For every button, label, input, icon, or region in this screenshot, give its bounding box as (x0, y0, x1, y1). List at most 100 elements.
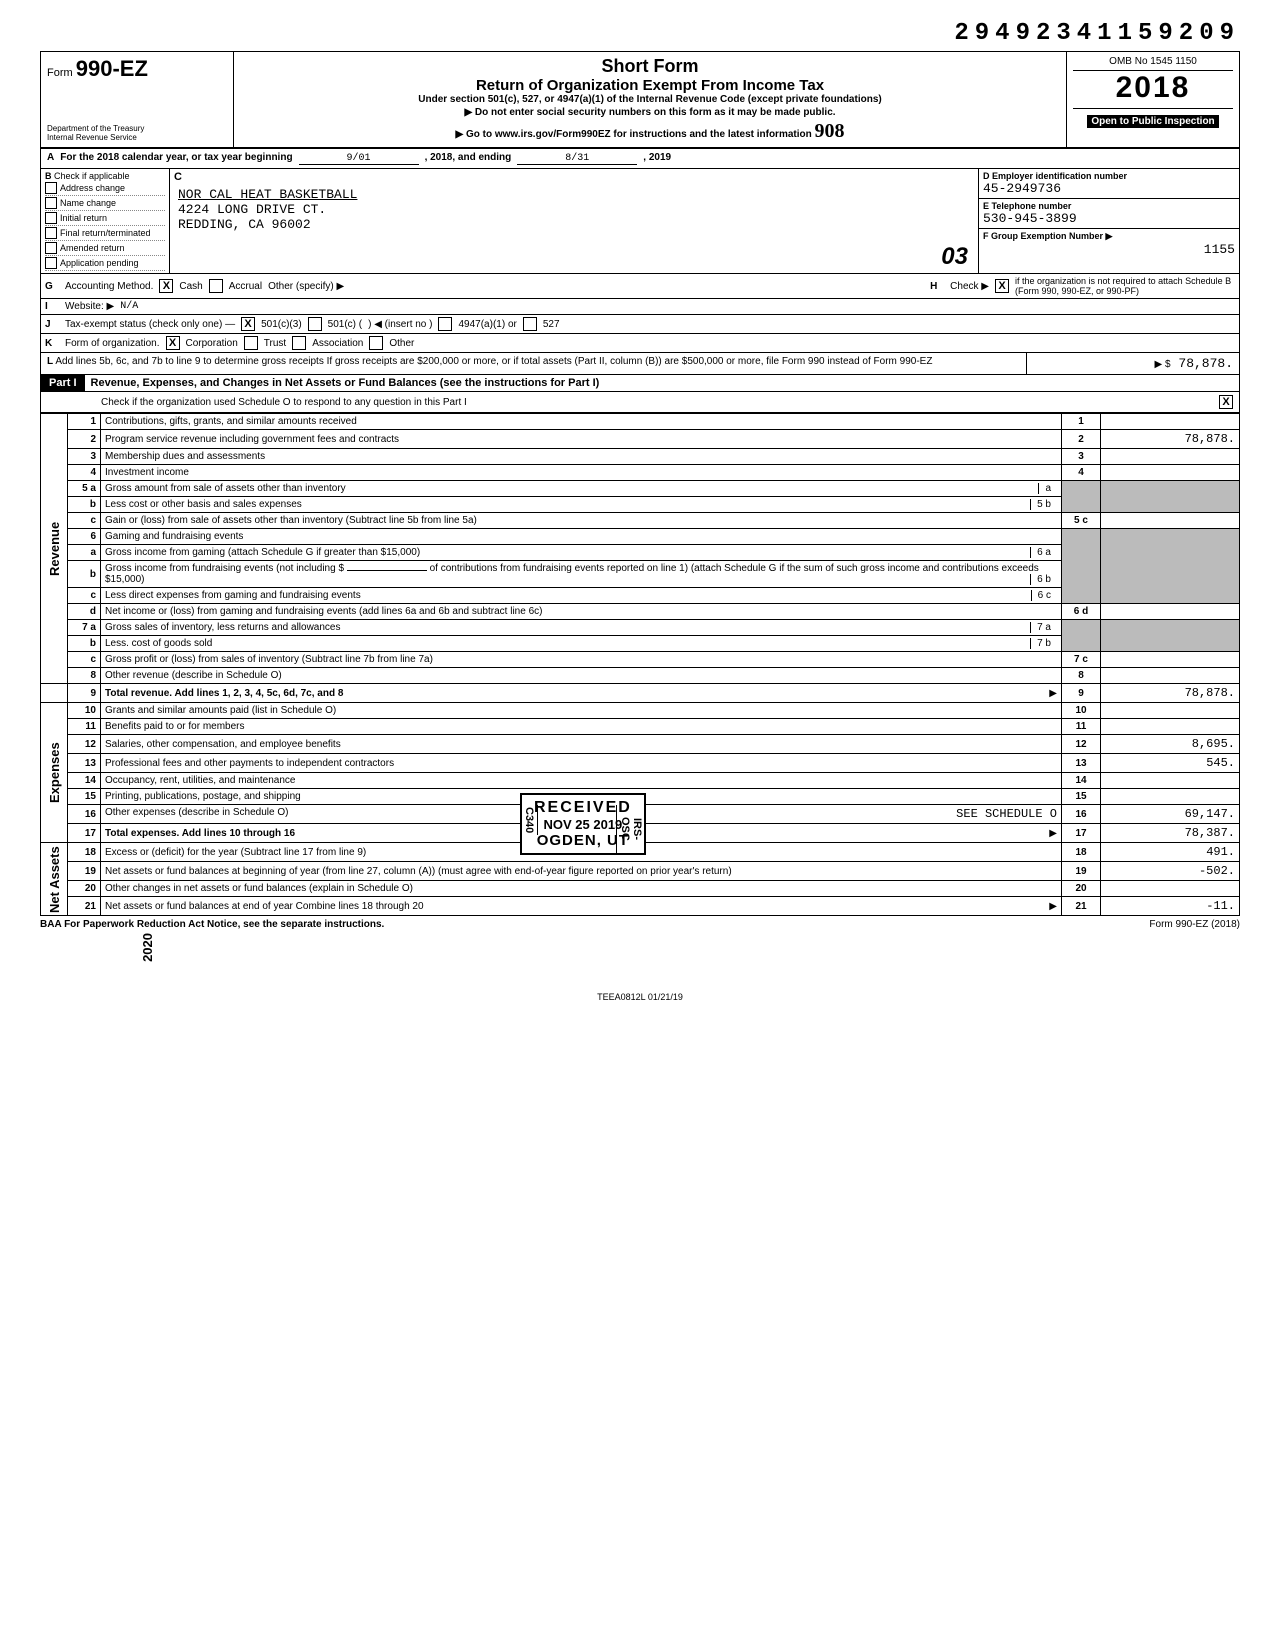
label-association: Association (312, 338, 363, 349)
form-header: Form 990-EZ Department of the Treasury I… (40, 51, 1240, 149)
line-19-amount[interactable]: -502. (1101, 862, 1240, 881)
footer-2020: 2020 (140, 933, 155, 962)
stamp-c340: C340 (520, 805, 538, 835)
line-1-amount[interactable] (1101, 414, 1240, 430)
row-a-text1: For the 2018 calendar year, or tax year … (60, 152, 292, 163)
section-revenue: Revenue (41, 414, 68, 684)
label-cash: Cash (179, 281, 202, 292)
line-6d-text: Net income or (loss) from gaming and fun… (101, 604, 1062, 620)
label-4947: 4947(a)(1) or (458, 319, 516, 330)
gross-receipts-amount: 78,878. (1178, 356, 1233, 371)
part-1-title: Revenue, Expenses, and Changes in Net As… (85, 375, 1239, 391)
checkbox-other-org[interactable] (369, 336, 383, 350)
line-20-amount[interactable] (1101, 881, 1240, 897)
line-13-amount[interactable]: 545. (1101, 754, 1240, 773)
line-5c-text: Gain or (loss) from sale of assets other… (101, 513, 1062, 529)
line-7c-amount[interactable] (1101, 652, 1240, 668)
checkbox-address-change[interactable] (45, 182, 57, 194)
label-l: L (47, 356, 53, 367)
line-9-amount[interactable]: 78,878. (1101, 684, 1240, 703)
line-8-text: Other revenue (describe in Schedule O) (101, 668, 1062, 684)
checkbox-association[interactable] (292, 336, 306, 350)
line-14-amount[interactable] (1101, 773, 1240, 789)
line-14-text: Occupancy, rent, utilities, and maintena… (101, 773, 1062, 789)
line-19-text: Net assets or fund balances at beginning… (101, 862, 1062, 881)
label-e-phone: E Telephone number (983, 201, 1071, 211)
goto-instructions: ▶ Go to www.irs.gov/Form990EZ for instru… (455, 129, 811, 140)
tax-year: 2018 (1073, 71, 1233, 109)
checkbox-initial-return[interactable] (45, 212, 57, 224)
checkbox-accrual[interactable] (209, 279, 223, 293)
line-21-amount[interactable]: -11. (1101, 897, 1240, 916)
checkbox-corporation[interactable]: X (166, 336, 180, 350)
line-12-amount[interactable]: 8,695. (1101, 735, 1240, 754)
checkbox-501c3[interactable]: X (241, 317, 255, 331)
checkbox-app-pending[interactable] (45, 257, 57, 269)
stamp-03: 03 (941, 243, 968, 271)
label-501c: 501(c) ( (328, 319, 362, 330)
ein-value: 45-2949736 (983, 181, 1235, 196)
gen-value: 1155 (983, 242, 1235, 257)
org-address-2: REDDING, CA 96002 (178, 217, 970, 232)
page-footer: BAA For Paperwork Reduction Act Notice, … (40, 916, 1240, 933)
checkbox-amended[interactable] (45, 242, 57, 254)
label-accrual: Accrual (229, 281, 262, 292)
line-6c-text: Less direct expenses from gaming and fun… (105, 590, 361, 601)
checkbox-trust[interactable] (244, 336, 258, 350)
dln-number: 29492341159209 (40, 20, 1240, 47)
line-6a-text: Gross income from gaming (attach Schedul… (105, 547, 420, 558)
line-2-amount[interactable]: 78,878. (1101, 430, 1240, 449)
line-8-amount[interactable] (1101, 668, 1240, 684)
row-j: J Tax-exempt status (check only one) — X… (40, 315, 1240, 334)
line-16-amount[interactable]: 69,147. (1101, 805, 1240, 824)
label-c: C (174, 171, 182, 183)
label-527: 527 (543, 319, 560, 330)
label-name-change: Name change (60, 198, 116, 208)
label-i: I (45, 301, 59, 312)
checkbox-final-return[interactable] (45, 227, 57, 239)
checkbox-527[interactable] (523, 317, 537, 331)
checkbox-4947[interactable] (438, 317, 452, 331)
accounting-method-label: Accounting Method. (65, 281, 153, 292)
org-name: NOR CAL HEAT BASKETBALL (178, 187, 970, 202)
part-1-tag: Part I (41, 375, 85, 391)
checkbox-cash[interactable]: X (159, 279, 173, 293)
row-h-text: if the organization is not required to a… (1015, 276, 1235, 296)
website-value: N/A (120, 301, 138, 312)
form-label: Form (47, 67, 73, 79)
line-7c-text: Gross profit or (loss) from sales of inv… (101, 652, 1062, 668)
line-17-amount[interactable]: 78,387. (1101, 824, 1240, 843)
checkbox-501c[interactable] (308, 317, 322, 331)
line-13-text: Professional fees and other payments to … (101, 754, 1062, 773)
row-l: L Add lines 5b, 6c, and 7b to line 9 to … (40, 353, 1240, 375)
year-end[interactable]: 8/31 (517, 153, 637, 165)
line-6-text: Gaming and fundraising events (101, 529, 1062, 545)
line-18-amount[interactable]: 491. (1101, 843, 1240, 862)
line-9-text: Total revenue. Add lines 1, 2, 3, 4, 5c,… (105, 688, 343, 699)
line-10-amount[interactable] (1101, 703, 1240, 719)
year-begin[interactable]: 9/01 (299, 153, 419, 165)
org-address-1: 4224 LONG DRIVE CT. (178, 202, 970, 217)
checkbox-schedule-o[interactable]: X (1219, 395, 1233, 409)
label-b: B (45, 171, 52, 181)
line-6b-text1: Gross income from fundraising events (no… (105, 563, 344, 574)
line-6d-amount[interactable] (1101, 604, 1240, 620)
line-5c-amount[interactable] (1101, 513, 1240, 529)
checkbox-schedule-b[interactable]: X (995, 279, 1009, 293)
line-15-amount[interactable] (1101, 789, 1240, 805)
line-3-amount[interactable] (1101, 449, 1240, 465)
check-o-text: Check if the organization used Schedule … (101, 397, 467, 408)
label-address-change: Address change (60, 183, 125, 193)
line-11-amount[interactable] (1101, 719, 1240, 735)
row-h-check: Check ▶ (950, 281, 989, 292)
line-3-text: Membership dues and assessments (101, 449, 1062, 465)
line-16-note: SEE SCHEDULE O (956, 807, 1057, 821)
label-app-pending: Application pending (60, 258, 139, 268)
checkbox-name-change[interactable] (45, 197, 57, 209)
label-g: G (45, 281, 59, 292)
stamp-908: 908 (815, 120, 845, 142)
label-trust: Trust (264, 338, 286, 349)
label-501c3: 501(c)(3) (261, 319, 302, 330)
line-12-text: Salaries, other compensation, and employ… (101, 735, 1062, 754)
line-4-amount[interactable] (1101, 465, 1240, 481)
